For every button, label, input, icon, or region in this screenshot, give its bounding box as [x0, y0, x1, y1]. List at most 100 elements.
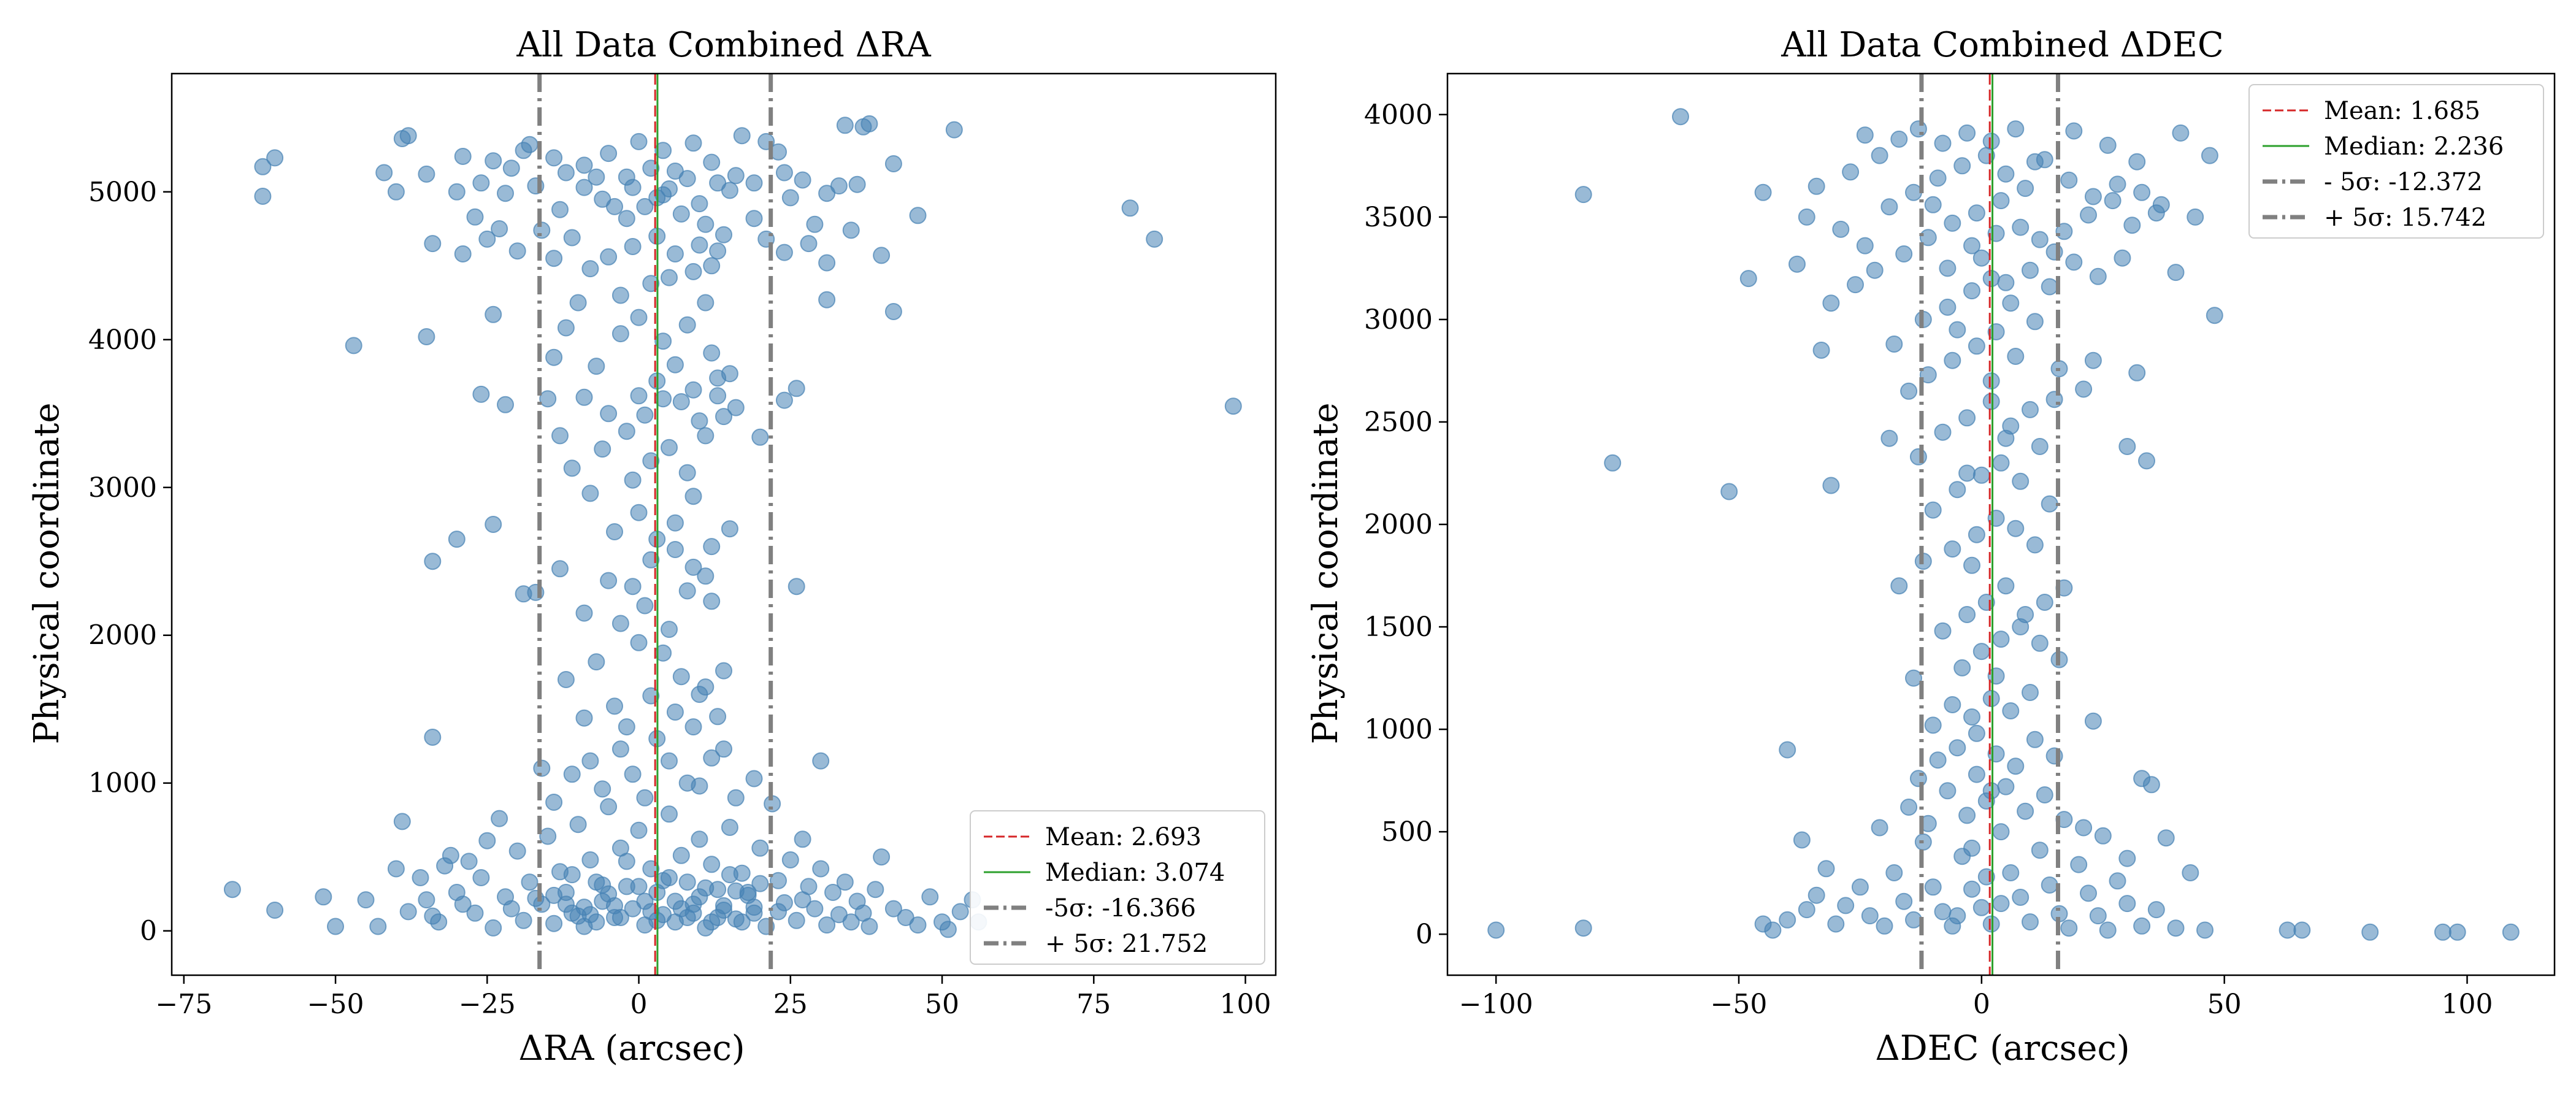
data-point	[557, 319, 575, 337]
data-point	[709, 387, 727, 405]
data-point	[478, 230, 496, 248]
data-point	[909, 207, 927, 224]
data-point	[1934, 622, 1952, 640]
data-point	[1909, 770, 1927, 788]
data-point	[2065, 122, 2083, 140]
data-point	[1890, 577, 1908, 595]
data-point	[721, 819, 738, 836]
data-point	[223, 881, 241, 899]
data-point	[727, 789, 745, 807]
data-point	[1788, 255, 1806, 273]
data-point	[1963, 708, 1980, 726]
data-point	[630, 387, 648, 405]
x-tick-label: 25	[773, 989, 808, 1020]
data-point	[1968, 765, 1985, 783]
data-point	[575, 604, 593, 622]
data-point	[630, 309, 648, 326]
data-point	[1968, 724, 1985, 742]
data-point	[691, 830, 708, 848]
data-point	[945, 121, 963, 139]
data-point	[515, 911, 532, 929]
data-point	[1842, 163, 1860, 181]
y-tick-label: 3500	[1364, 202, 1433, 233]
data-point	[770, 872, 787, 889]
data-point	[618, 718, 635, 736]
data-point	[1832, 220, 1850, 238]
data-point	[2031, 841, 2049, 859]
data-point	[873, 247, 891, 264]
data-point	[533, 221, 551, 239]
data-point	[2109, 872, 2126, 890]
legend-label: Median: 2.236	[2324, 132, 2504, 161]
data-point	[2196, 921, 2214, 939]
data-point	[588, 168, 605, 186]
data-point	[1949, 907, 1966, 925]
data-point	[1958, 124, 1976, 142]
data-point	[611, 740, 629, 758]
data-point	[393, 813, 411, 830]
y-tick-label: 3000	[1364, 304, 1433, 335]
data-point	[1905, 911, 1922, 929]
data-point	[254, 188, 272, 205]
data-point	[770, 903, 787, 921]
data-point	[430, 913, 448, 931]
data-point	[2172, 124, 2190, 142]
data-point	[1958, 409, 1976, 427]
data-point	[2022, 684, 2039, 701]
chart-left-ylabel: Physical coordinate	[27, 403, 67, 745]
data-point	[867, 881, 884, 899]
data-point	[1851, 878, 1869, 896]
data-point	[1972, 466, 1990, 484]
data-point	[781, 851, 799, 868]
data-point	[684, 558, 702, 576]
data-point	[497, 396, 514, 413]
data-point	[557, 164, 575, 182]
data-point	[2118, 849, 2136, 867]
data-point	[642, 159, 660, 177]
data-point	[533, 759, 551, 777]
data-point	[636, 197, 654, 215]
data-point	[418, 328, 435, 345]
data-point	[1895, 245, 1913, 263]
x-tick-label: 50	[2207, 989, 2242, 1020]
data-point	[611, 615, 629, 632]
data-point	[1972, 249, 1990, 267]
chart-right-xlabel: ΔDEC (arcsec)	[1875, 1029, 2129, 1068]
data-point	[727, 167, 745, 185]
data-point	[2075, 819, 2093, 837]
y-tick-label: 1000	[1364, 714, 1433, 745]
data-point	[575, 156, 593, 174]
data-point	[721, 182, 738, 199]
data-point	[2012, 472, 2030, 490]
data-point	[448, 531, 466, 548]
data-point	[2109, 175, 2126, 193]
data-point	[672, 846, 690, 864]
data-point	[557, 671, 575, 688]
data-point	[2002, 702, 2020, 719]
y-tick-label: 4000	[1364, 99, 1433, 131]
data-point	[2118, 438, 2136, 455]
data-point	[375, 164, 393, 182]
data-point	[581, 485, 599, 502]
data-point	[818, 916, 836, 934]
data-point	[666, 541, 684, 558]
data-point	[1856, 237, 1874, 255]
data-point	[1880, 429, 1898, 447]
data-point	[611, 286, 629, 304]
data-point	[1919, 366, 1937, 384]
data-point	[266, 902, 284, 919]
data-point	[715, 408, 732, 426]
data-point	[1812, 342, 1830, 359]
data-point	[842, 221, 860, 239]
data-point	[1837, 897, 1855, 914]
data-point	[575, 709, 593, 727]
data-point	[1982, 915, 2000, 933]
data-point	[1779, 911, 1796, 929]
data-point	[1929, 751, 1947, 769]
data-point	[2094, 827, 2112, 845]
data-point	[1924, 196, 1942, 213]
data-point	[551, 560, 569, 578]
data-point	[2031, 634, 2049, 652]
data-point	[830, 177, 848, 195]
data-point	[824, 884, 841, 901]
